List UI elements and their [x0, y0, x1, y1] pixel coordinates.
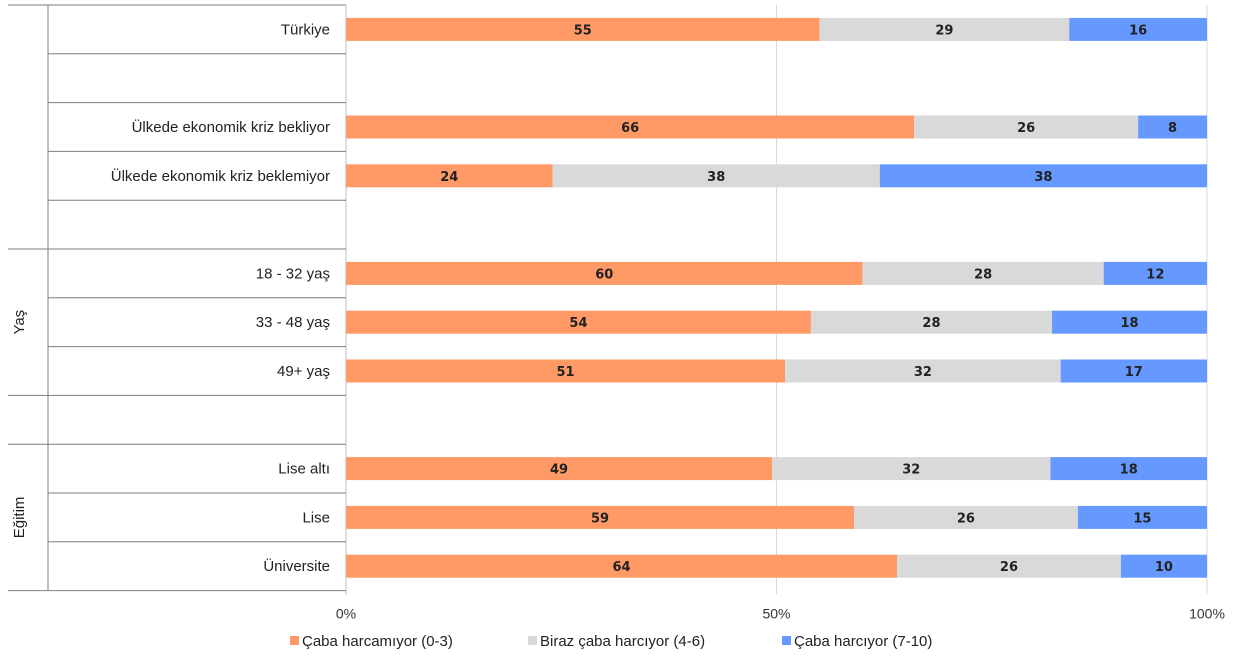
category-label: Ülkede ekonomik kriz beklemiyor: [111, 167, 330, 185]
tick-label: 0%: [336, 606, 356, 622]
category-label: Türkiye: [281, 21, 330, 38]
legend: Çaba harcamıyor (0-3) Biraz çaba harcıyor…: [290, 633, 932, 650]
data-label: 29: [935, 23, 953, 38]
category-label: 49+ yaş: [277, 363, 330, 380]
bar-segment: [810, 310, 1053, 334]
category-label: 33 - 48 yaş: [256, 314, 330, 331]
data-label: 28: [922, 316, 940, 331]
bar-segment: [346, 457, 773, 481]
category-label: Lise: [302, 509, 330, 526]
data-label: 8: [1168, 121, 1177, 136]
data-label: 15: [1133, 511, 1151, 526]
category-label: Ülkede ekonomik kriz bekliyor: [132, 118, 330, 136]
bar-segment: [1103, 261, 1207, 285]
bar-segment: [853, 505, 1078, 529]
tick-label: 100%: [1189, 606, 1225, 622]
bar-segment: [914, 115, 1139, 139]
data-label: 32: [914, 365, 932, 380]
bar-segment: [1138, 115, 1207, 139]
bar-segment: [862, 261, 1104, 285]
bar-segment: [346, 17, 820, 41]
bar-segment: [1052, 310, 1207, 334]
data-label: 16: [1129, 23, 1147, 38]
tick-label: 50%: [762, 606, 790, 622]
data-label: 38: [1034, 170, 1052, 185]
group-label: Yaş: [11, 310, 28, 335]
bar-segment: [897, 554, 1121, 578]
bar-segment: [1050, 457, 1207, 481]
category-label: 18 - 32 yaş: [256, 265, 330, 282]
data-label: 18: [1120, 463, 1138, 478]
bar-segment: [1077, 505, 1207, 529]
data-label: 12: [1146, 267, 1164, 282]
bar-segment: [1060, 359, 1207, 383]
bar-segment: [346, 261, 863, 285]
bar-segment: [346, 164, 553, 188]
data-label: 59: [591, 511, 609, 526]
data-label: 66: [621, 121, 639, 136]
bar-segment: [346, 310, 811, 334]
data-label: 26: [957, 511, 975, 526]
data-label: 28: [974, 267, 992, 282]
legend-label: Çaba harcamıyor (0-3): [302, 633, 453, 650]
legend-swatch: [528, 636, 537, 645]
data-label: 18: [1120, 316, 1138, 331]
bar-segment: [879, 164, 1207, 188]
legend-label: Çaba harcıyor (7-10): [794, 633, 932, 650]
data-label: 26: [1017, 121, 1035, 136]
bar-segment: [785, 359, 1061, 383]
data-label: 54: [569, 316, 587, 331]
legend-swatch: [290, 636, 299, 645]
data-label: 10: [1155, 560, 1173, 575]
bar-segment: [346, 554, 898, 578]
bar-segment: [772, 457, 1051, 481]
bars: 55 29 16 66 26 8 24 38 38 60 28 12 54 28 18 51 32 17 49 32 1…: [346, 17, 1207, 578]
bar-segment: [819, 17, 1070, 41]
data-label: 26: [1000, 560, 1018, 575]
legend-swatch: [782, 636, 791, 645]
value-axis: 0% 50% 100%: [336, 606, 1225, 622]
data-label: 60: [595, 267, 613, 282]
data-label: 49: [550, 463, 568, 478]
bar-segment: [346, 359, 786, 383]
data-label: 24: [440, 170, 458, 185]
data-label: 55: [574, 23, 592, 38]
data-label: 64: [612, 560, 630, 575]
data-label: 38: [707, 170, 725, 185]
legend-label: Biraz çaba harcıyor (4-6): [540, 633, 705, 650]
data-label: 51: [557, 365, 575, 380]
category-axis: Türkiye Ülkede ekonomik kriz bekliyor Ülke…: [8, 4, 346, 592]
category-label: Lise altı: [278, 461, 330, 478]
data-label: 32: [902, 463, 920, 478]
bar-segment: [346, 115, 915, 139]
bar-segment: [552, 164, 880, 188]
bar-segment: [1069, 17, 1207, 41]
bar-segment: [346, 505, 854, 529]
data-label: 17: [1125, 365, 1143, 380]
category-label: Üniversite: [263, 557, 330, 575]
gridlines: [345, 5, 1208, 595]
group-label: Eğitim: [11, 497, 28, 539]
bar-segment: [1120, 554, 1207, 578]
